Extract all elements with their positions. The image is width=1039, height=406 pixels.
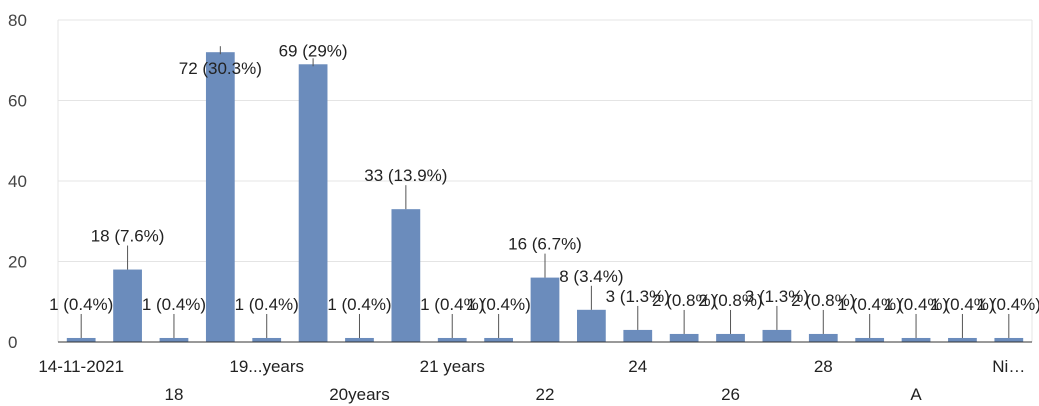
x-tick-label: 28 — [814, 357, 833, 376]
x-tick-label: 21 years — [420, 357, 485, 376]
data-label: 72 (30.3%) — [179, 59, 262, 78]
bar — [66, 337, 96, 342]
bar — [484, 337, 513, 342]
data-label: 1 (0.4%) — [930, 295, 994, 314]
data-label: 3 (1.3%) — [745, 287, 809, 306]
bar — [623, 329, 653, 342]
data-label: 69 (29%) — [279, 41, 348, 60]
bar — [855, 337, 885, 342]
data-label: 16 (6.7%) — [508, 235, 582, 254]
x-tick-label: Ni… — [992, 357, 1025, 376]
y-tick-label: 20 — [8, 253, 27, 272]
data-label: 1 (0.4%) — [420, 295, 484, 314]
bar — [298, 64, 328, 343]
data-label: 1 (0.4%) — [49, 295, 113, 314]
bar — [530, 277, 560, 342]
bar — [345, 337, 374, 342]
bar — [252, 337, 282, 342]
bar — [762, 329, 792, 342]
x-tick-label: 19...years — [229, 357, 304, 376]
bar — [437, 337, 467, 342]
y-tick-labels: 0 20 40 60 80 — [8, 11, 27, 352]
data-label: 1 (0.4%) — [142, 295, 206, 314]
data-label: 8 (3.4%) — [559, 267, 623, 286]
bar — [808, 333, 838, 342]
x-tick-label: 26 — [721, 385, 740, 404]
bars — [66, 52, 1024, 343]
bar — [994, 337, 1024, 342]
bar — [716, 333, 745, 342]
x-tick-label: 18 — [164, 385, 183, 404]
data-label: 1 (0.4%) — [838, 295, 902, 314]
bar — [205, 52, 235, 342]
bar — [577, 309, 606, 342]
x-tick-labels: 14-11-2021 18 19...years 20years 21 years 22 2… — [38, 357, 1025, 404]
data-label: 2 (0.8%) — [791, 291, 855, 310]
bar — [113, 269, 142, 342]
x-tick-label: 22 — [536, 385, 555, 404]
y-tick-label: 80 — [8, 11, 27, 30]
bar — [948, 337, 977, 342]
data-labels: 1 (0.4%) 18 (7.6%) 1 (0.4%) 72 (30.3%) 1 (0.… — [49, 41, 1039, 338]
data-label: 1 (0.4%) — [977, 295, 1039, 314]
bar — [669, 333, 699, 342]
bar — [901, 337, 931, 342]
data-label: 2 (0.8%) — [698, 291, 762, 310]
y-tick-label: 60 — [8, 92, 27, 111]
x-tick-label: 20years — [329, 385, 389, 404]
x-tick-label: A — [910, 385, 922, 404]
x-tick-label: 14-11-2021 — [38, 357, 124, 376]
y-tick-label: 0 — [8, 333, 17, 352]
bar — [159, 337, 189, 342]
data-label: 33 (13.9%) — [364, 166, 447, 185]
x-tick-label: 24 — [628, 357, 647, 376]
data-label: 18 (7.6%) — [91, 227, 165, 246]
data-label: 2 (0.8%) — [652, 291, 716, 310]
data-label: 1 (0.4%) — [466, 295, 530, 314]
data-label: 1 (0.4%) — [884, 295, 948, 314]
data-label: 1 (0.4%) — [235, 295, 299, 314]
data-label: 3 (1.3%) — [606, 287, 670, 306]
data-label: 1 (0.4%) — [327, 295, 391, 314]
bar — [391, 209, 421, 342]
y-tick-label: 40 — [8, 172, 27, 191]
